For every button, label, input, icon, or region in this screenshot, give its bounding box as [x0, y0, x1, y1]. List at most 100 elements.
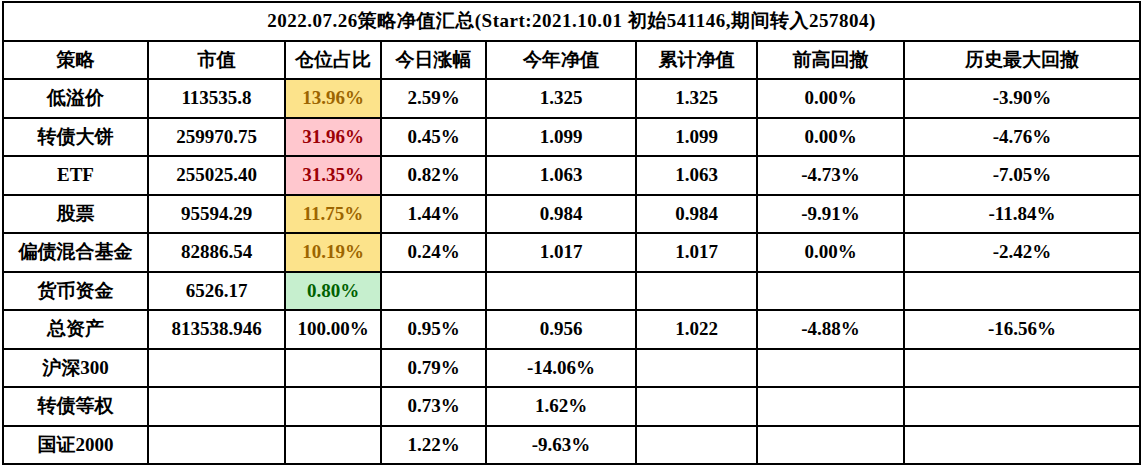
position-pct-cell: 0.80%: [285, 272, 381, 311]
table-cell: 0.79%: [381, 349, 486, 388]
row-label-cell: 转债等权: [3, 387, 148, 426]
table-cell: [904, 387, 1140, 426]
column-header: 今年净值: [486, 41, 636, 80]
row-label-cell: 货币资金: [3, 272, 148, 311]
table-cell: -2.42%: [904, 233, 1140, 272]
table-cell: 0.82%: [381, 156, 486, 195]
table-cell: -14.06%: [486, 349, 636, 388]
table-cell: 1.44%: [381, 195, 486, 234]
table-cell: [636, 272, 757, 311]
table-cell: 1.22%: [381, 426, 486, 465]
table-cell: 255025.40: [148, 156, 285, 195]
table-cell: -9.63%: [486, 426, 636, 465]
position-pct-cell: 10.19%: [285, 233, 381, 272]
position-pct-cell: 31.96%: [285, 118, 381, 157]
table-cell: [381, 272, 486, 311]
position-pct-cell: 13.96%: [285, 79, 381, 118]
table-cell: [148, 426, 285, 465]
table-cell: 0.73%: [381, 387, 486, 426]
table-row: 货币资金6526.170.80%: [3, 272, 1140, 311]
table-cell: 1.063: [486, 156, 636, 195]
table-cell: [636, 387, 757, 426]
table-body: 低溢价113535.813.96%2.59%1.3251.3250.00%-3.…: [3, 79, 1140, 464]
row-label-cell: 低溢价: [3, 79, 148, 118]
table-cell: [636, 349, 757, 388]
table-cell: -4.76%: [904, 118, 1140, 157]
column-header: 今日涨幅: [381, 41, 486, 80]
position-pct-cell: 100.00%: [285, 310, 381, 349]
table-row: 偏债混合基金82886.5410.19%0.24%1.0171.0170.00%…: [3, 233, 1140, 272]
row-label-cell: 国证2000: [3, 426, 148, 465]
table-row: 转债等权 0.73%1.62%: [3, 387, 1140, 426]
column-header: 前高回撤: [757, 41, 904, 80]
table-cell: -9.91%: [757, 195, 904, 234]
table-cell: [757, 387, 904, 426]
table-cell: 0.00%: [757, 79, 904, 118]
table-cell: [757, 426, 904, 465]
position-pct-cell: 11.75%: [285, 195, 381, 234]
table-cell: [904, 349, 1140, 388]
page-canvas: 2022.07.26策略净值汇总(Start:2021.10.01 初始5411…: [0, 0, 1142, 472]
table-cell: 2.59%: [381, 79, 486, 118]
column-header: 历史最大回撤: [904, 41, 1140, 80]
table-cell: 0.00%: [757, 118, 904, 157]
row-label-cell: 转债大饼: [3, 118, 148, 157]
table-cell: 82886.54: [148, 233, 285, 272]
table-cell: 813538.946: [148, 310, 285, 349]
header-row: 策略市值仓位占比今日涨幅今年净值累计净值前高回撤历史最大回撤: [3, 41, 1140, 80]
table-cell: 259970.75: [148, 118, 285, 157]
table-cell: -11.84%: [904, 195, 1140, 234]
column-header: 市值: [148, 41, 285, 80]
table-cell: 95594.29: [148, 195, 285, 234]
position-pct-cell: 31.35%: [285, 156, 381, 195]
table-cell: 113535.8: [148, 79, 285, 118]
table-cell: 0.984: [486, 195, 636, 234]
table-cell: [636, 426, 757, 465]
table-cell: -4.88%: [757, 310, 904, 349]
table-cell: [148, 349, 285, 388]
column-header: 策略: [3, 41, 148, 80]
table-cell: [904, 272, 1140, 311]
table-cell: [757, 349, 904, 388]
row-label-cell: 沪深300: [3, 349, 148, 388]
column-header: 累计净值: [636, 41, 757, 80]
title-row: 2022.07.26策略净值汇总(Start:2021.10.01 初始5411…: [3, 2, 1140, 41]
row-label-cell: 股票: [3, 195, 148, 234]
table-cell: 1.099: [636, 118, 757, 157]
table-cell: -3.90%: [904, 79, 1140, 118]
table-row: 低溢价113535.813.96%2.59%1.3251.3250.00%-3.…: [3, 79, 1140, 118]
table-cell: 1.017: [636, 233, 757, 272]
column-header: 仓位占比: [285, 41, 381, 80]
table-row: 总资产813538.946100.00%0.95%0.9561.022-4.88…: [3, 310, 1140, 349]
position-pct-cell: [285, 426, 381, 465]
table-cell: -16.56%: [904, 310, 1140, 349]
table-cell: 0.24%: [381, 233, 486, 272]
table-cell: 1.022: [636, 310, 757, 349]
table-cell: 1.325: [636, 79, 757, 118]
table-cell: 0.45%: [381, 118, 486, 157]
table-cell: [757, 272, 904, 311]
table-cell: 0.956: [486, 310, 636, 349]
table-cell: [148, 387, 285, 426]
table-cell: [904, 426, 1140, 465]
table-row: 股票95594.2911.75%1.44%0.9840.984-9.91%-11…: [3, 195, 1140, 234]
table-cell: 1.063: [636, 156, 757, 195]
table-cell: -7.05%: [904, 156, 1140, 195]
position-pct-cell: [285, 387, 381, 426]
row-label-cell: 偏债混合基金: [3, 233, 148, 272]
table-cell: -4.73%: [757, 156, 904, 195]
table-cell: 1.62%: [486, 387, 636, 426]
table-row: 沪深300 0.79%-14.06%: [3, 349, 1140, 388]
table-row: 转债大饼259970.7531.96%0.45%1.0991.0990.00%-…: [3, 118, 1140, 157]
table-cell: 1.017: [486, 233, 636, 272]
row-label-cell: 总资产: [3, 310, 148, 349]
table-row: 国证2000 1.22%-9.63%: [3, 426, 1140, 465]
table-cell: 0.95%: [381, 310, 486, 349]
table-cell: 0.00%: [757, 233, 904, 272]
table-cell: [486, 272, 636, 311]
table-cell: 6526.17: [148, 272, 285, 311]
table-cell: 1.099: [486, 118, 636, 157]
table-row: ETF255025.4031.35%0.82%1.0631.063-4.73%-…: [3, 156, 1140, 195]
table-title: 2022.07.26策略净值汇总(Start:2021.10.01 初始5411…: [3, 2, 1140, 41]
strategy-summary-table: 2022.07.26策略净值汇总(Start:2021.10.01 初始5411…: [2, 1, 1141, 465]
